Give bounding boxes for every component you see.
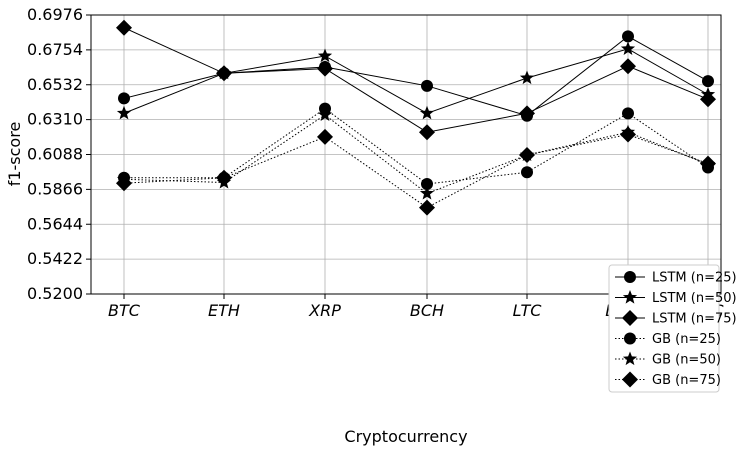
data-point: [620, 58, 636, 75]
series-0: [118, 30, 714, 122]
x-tick-label: LTC: [513, 301, 543, 320]
data-point: [519, 70, 535, 85]
data-point: [421, 178, 433, 191]
data-point: [519, 105, 535, 122]
data-point: [421, 79, 433, 92]
data-point: [118, 92, 130, 105]
data-point: [317, 48, 333, 63]
series-line: [123, 27, 709, 133]
data-point: [419, 124, 435, 141]
y-axis: 0.5200 0.5422 0.5644 0.5866 0.6088 0.6310 0.65…: [27, 5, 91, 303]
legend-label: LSTM (n=50): [652, 291, 737, 306]
legend-item: LSTM (n=75): [615, 310, 737, 327]
data-point: [317, 107, 333, 121]
data-point: [622, 107, 634, 120]
y-tick-label: 0.5644: [27, 214, 83, 233]
legend-box: [608, 264, 720, 393]
legend-label: GB (n=50): [652, 353, 721, 368]
legend-marker: [622, 371, 638, 388]
x-tick-label: BTC: [108, 301, 141, 320]
x-tick-label: BCH: [410, 301, 444, 320]
x-axis-label: Cryptocurrency: [344, 427, 467, 446]
data-point: [622, 30, 634, 43]
legend-item: GB (n=75): [615, 371, 721, 388]
legend-label: LSTM (n=75): [652, 312, 737, 327]
data-point: [419, 186, 435, 200]
data-point: [620, 41, 636, 55]
y-tick-label: 0.5866: [27, 179, 83, 198]
legend-item: GB (n=50): [615, 351, 721, 368]
series-5: [116, 126, 716, 216]
data-point: [317, 60, 333, 77]
series-3: [118, 102, 714, 191]
series-4: [116, 107, 716, 200]
series-line: [123, 35, 709, 117]
data-point: [216, 65, 232, 82]
grid: [91, 14, 721, 295]
legend-item: GB (n=25): [615, 332, 721, 347]
y-tick-label: 0.6754: [27, 40, 83, 59]
legend-marker: [622, 351, 638, 366]
legend-marker: [624, 271, 636, 283]
legend: LSTM (n=25) LSTM (n=50) LSTM (n=75) GB (n=2…: [608, 264, 737, 393]
legend-label: GB (n=75): [652, 373, 721, 388]
legend-label: LSTM (n=25): [652, 271, 737, 286]
legend-label: GB (n=25): [652, 332, 721, 347]
x-tick-label: XRP: [308, 301, 341, 320]
data-point: [419, 105, 435, 120]
legend-marker: [624, 332, 636, 345]
y-tick-label: 0.5422: [27, 249, 83, 268]
data-point: [620, 126, 636, 143]
data-point: [419, 199, 435, 216]
series-group: [116, 19, 716, 216]
y-tick-label: 0.6088: [27, 145, 83, 164]
data-point: [116, 105, 132, 120]
y-tick-label: 0.5200: [27, 284, 83, 303]
series-2: [116, 19, 716, 141]
y-tick-label: 0.6532: [27, 75, 83, 94]
y-tick-label: 0.6310: [27, 110, 83, 129]
data-point: [116, 19, 132, 36]
series-1: [116, 41, 716, 120]
legend-item: LSTM (n=50): [615, 290, 737, 306]
data-point: [116, 175, 132, 192]
series-line: [123, 133, 709, 209]
x-tick-label: ETH: [208, 301, 240, 320]
y-axis-label: f1-score: [5, 122, 24, 187]
data-point: [317, 128, 333, 145]
data-point: [521, 166, 533, 179]
data-point: [700, 91, 716, 108]
y-tick-label: 0.6976: [27, 5, 83, 24]
series-line: [123, 48, 709, 114]
legend-marker: [622, 290, 638, 304]
data-point: [700, 155, 716, 172]
legend-marker: [622, 310, 638, 326]
legend-item: LSTM (n=25): [615, 271, 737, 286]
data-point: [216, 169, 232, 186]
data-point: [519, 146, 535, 163]
data-point: [702, 75, 714, 88]
